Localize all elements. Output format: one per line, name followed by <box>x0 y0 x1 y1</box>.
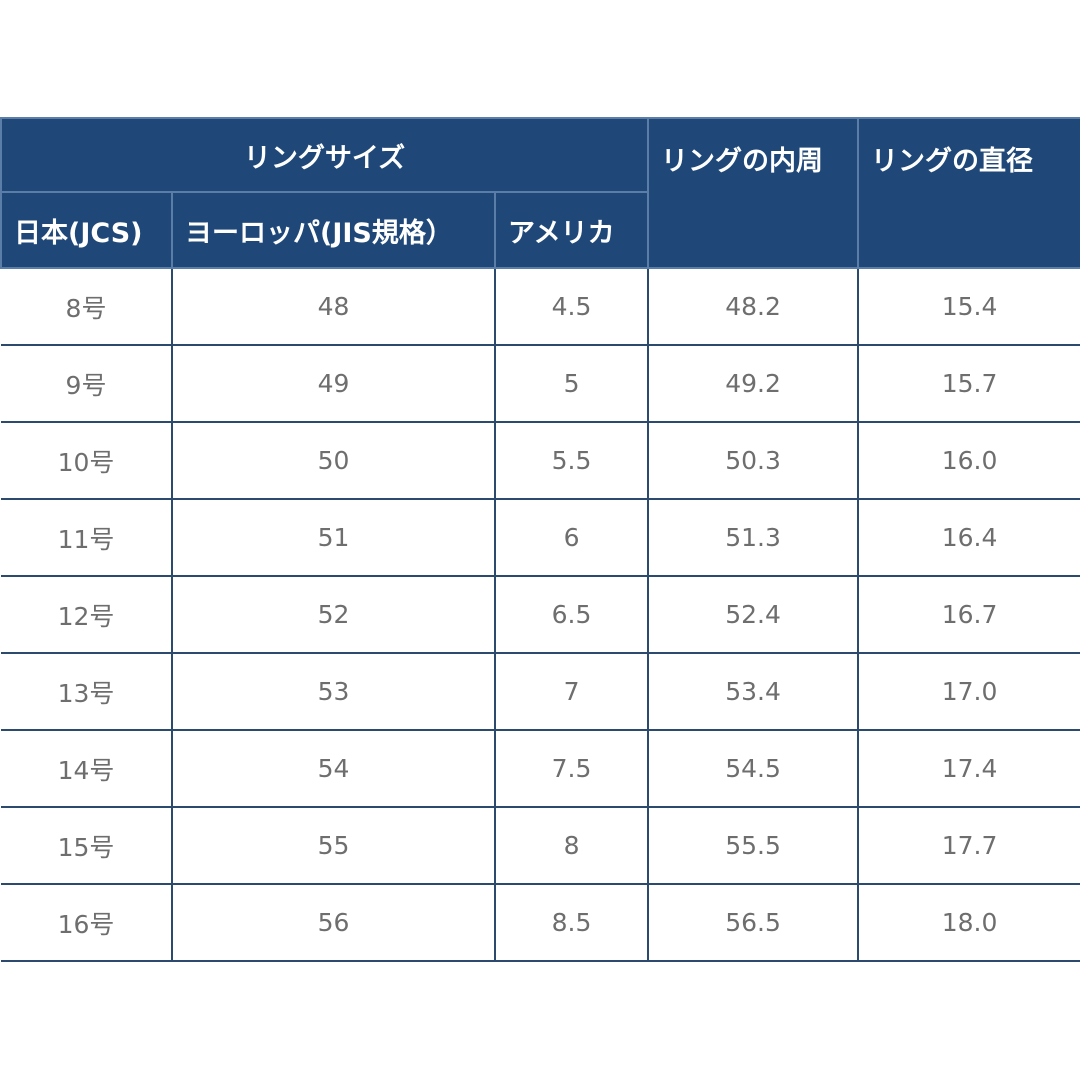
inner-circumference-cell: 55.5 <box>647 807 860 885</box>
us-size-cell: 7 <box>493 653 650 731</box>
diameter-cell: 18.0 <box>857 884 1080 962</box>
japan-size-cell: 8号 <box>1 268 173 346</box>
diameter-cell: 16.4 <box>857 499 1080 577</box>
ring-size-table: リングサイズ リングの内周 リングの直径 日本(JCS) ヨーロッパ(JIS規格… <box>0 117 1080 962</box>
diameter-cell: 17.7 <box>857 807 1080 885</box>
diameter-cell: 15.4 <box>857 268 1080 346</box>
us-size-cell: 8.5 <box>493 884 650 962</box>
diameter-header: リングの直径 <box>857 117 1080 269</box>
inner-circumference-cell: 53.4 <box>647 653 860 731</box>
europe-size-cell: 55 <box>171 807 496 885</box>
us-size-cell: 8 <box>493 807 650 885</box>
japan-size-cell: 14号 <box>1 730 173 808</box>
table-body: 8号 48 4.5 48.2 15.4 9号 49 5 49.2 15.7 10… <box>1 268 1080 962</box>
us-size-cell: 4.5 <box>493 268 650 346</box>
table-row: 12号 52 6.5 52.4 16.7 <box>1 576 1080 654</box>
japan-jcs-header: 日本(JCS) <box>0 191 173 269</box>
header-row-sub: 日本(JCS) ヨーロッパ(JIS規格） アメリカ <box>0 191 1080 269</box>
inner-circumference-header: リングの内周 <box>647 117 860 269</box>
inner-circumference-cell: 54.5 <box>647 730 860 808</box>
table-row: 14号 54 7.5 54.5 17.4 <box>1 730 1080 808</box>
table-row: 8号 48 4.5 48.2 15.4 <box>1 268 1080 346</box>
europe-jis-header: ヨーロッパ(JIS規格） <box>171 191 496 269</box>
ring-size-group-header: リングサイズ <box>0 117 650 193</box>
us-size-cell: 7.5 <box>493 730 650 808</box>
table-row: 10号 50 5.5 50.3 16.0 <box>1 422 1080 500</box>
europe-size-cell: 56 <box>171 884 496 962</box>
table-row: 9号 49 5 49.2 15.7 <box>1 345 1080 423</box>
japan-size-cell: 16号 <box>1 884 173 962</box>
inner-circumference-cell: 51.3 <box>647 499 860 577</box>
table-row: 13号 53 7 53.4 17.0 <box>1 653 1080 731</box>
diameter-cell: 17.4 <box>857 730 1080 808</box>
table-row: 11号 51 6 51.3 16.4 <box>1 499 1080 577</box>
japan-size-cell: 12号 <box>1 576 173 654</box>
diameter-cell: 15.7 <box>857 345 1080 423</box>
europe-size-cell: 53 <box>171 653 496 731</box>
japan-size-cell: 11号 <box>1 499 173 577</box>
table-row: 15号 55 8 55.5 17.7 <box>1 807 1080 885</box>
diameter-cell: 17.0 <box>857 653 1080 731</box>
japan-size-cell: 9号 <box>1 345 173 423</box>
diameter-cell: 16.7 <box>857 576 1080 654</box>
diameter-cell: 16.0 <box>857 422 1080 500</box>
inner-circumference-cell: 48.2 <box>647 268 860 346</box>
table-row: 16号 56 8.5 56.5 18.0 <box>1 884 1080 962</box>
inner-circumference-cell: 50.3 <box>647 422 860 500</box>
us-size-cell: 5 <box>493 345 650 423</box>
us-size-cell: 6 <box>493 499 650 577</box>
japan-size-cell: 13号 <box>1 653 173 731</box>
america-header: アメリカ <box>493 191 650 269</box>
inner-circumference-cell: 56.5 <box>647 884 860 962</box>
us-size-cell: 6.5 <box>493 576 650 654</box>
europe-size-cell: 51 <box>171 499 496 577</box>
europe-size-cell: 54 <box>171 730 496 808</box>
header-row-top: リングサイズ リングの内周 リングの直径 <box>0 117 1080 269</box>
europe-size-cell: 50 <box>171 422 496 500</box>
japan-size-cell: 15号 <box>1 807 173 885</box>
inner-circumference-cell: 52.4 <box>647 576 860 654</box>
europe-size-cell: 49 <box>171 345 496 423</box>
europe-size-cell: 52 <box>171 576 496 654</box>
table-header: リングサイズ リングの内周 リングの直径 日本(JCS) ヨーロッパ(JIS規格… <box>0 117 1080 269</box>
europe-size-cell: 48 <box>171 268 496 346</box>
japan-size-cell: 10号 <box>1 422 173 500</box>
inner-circumference-cell: 49.2 <box>647 345 860 423</box>
us-size-cell: 5.5 <box>493 422 650 500</box>
